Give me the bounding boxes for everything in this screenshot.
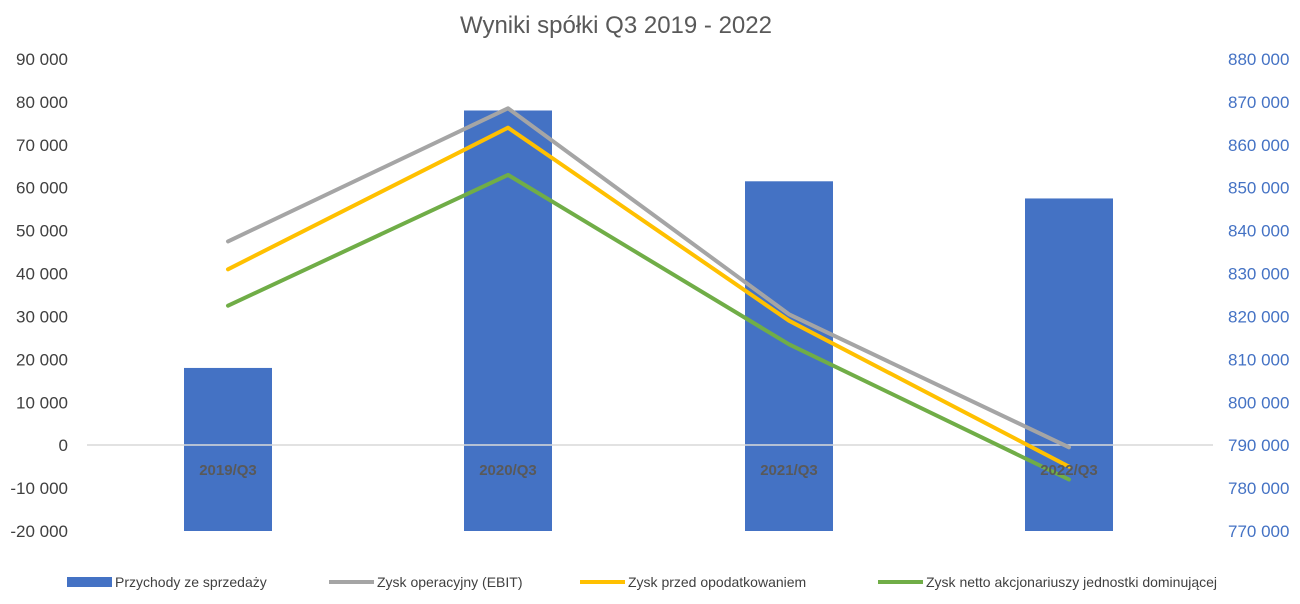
- left-tick-label: 40 000: [16, 265, 68, 284]
- left-tick-label: 60 000: [16, 179, 68, 198]
- bars-group: [184, 110, 1113, 532]
- line-series-2: [226, 125, 1071, 469]
- bar-2019-q3: [184, 367, 272, 531]
- legend-label: Zysk operacyjny (EBIT): [377, 574, 522, 590]
- legend-swatch-bar: [67, 577, 112, 587]
- right-tick-label: 870 000: [1228, 93, 1289, 112]
- left-tick-label: -20 000: [10, 522, 68, 541]
- line-series-3: [226, 172, 1071, 482]
- right-tick-label: 790 000: [1228, 436, 1289, 455]
- right-tick-label: 810 000: [1228, 350, 1289, 369]
- left-tick-label: 20 000: [16, 350, 68, 369]
- left-tick-label: 80 000: [16, 93, 68, 112]
- right-tick-label: 820 000: [1228, 307, 1289, 326]
- right-tick-label: 840 000: [1228, 222, 1289, 241]
- left-tick-label: 90 000: [16, 50, 68, 69]
- legend-label: Zysk przed opodatkowaniem: [628, 574, 806, 590]
- category-label: 2019/Q3: [199, 462, 257, 479]
- right-tick-label: 780 000: [1228, 479, 1289, 498]
- category-label: 2020/Q3: [479, 462, 537, 479]
- legend-label: Przychody ze sprzedaży: [115, 574, 267, 590]
- left-tick-label: 70 000: [16, 136, 68, 155]
- left-tick-label: 0: [59, 436, 68, 455]
- left-tick-label: 10 000: [16, 393, 68, 412]
- category-label: 2022/Q3: [1040, 462, 1098, 479]
- bar-2021-q3: [745, 181, 833, 532]
- left-tick-label: 50 000: [16, 222, 68, 241]
- category-labels: 2019/Q3 2020/Q3 2021/Q3 2022/Q3: [199, 462, 1098, 479]
- legend-label: Zysk netto akcjonariuszy jednostki domin…: [926, 574, 1217, 590]
- right-tick-label: 880 000: [1228, 50, 1289, 69]
- lines-group: [226, 106, 1071, 482]
- left-tick-label: -10 000: [10, 479, 68, 498]
- right-tick-label: 860 000: [1228, 136, 1289, 155]
- right-tick-label: 800 000: [1228, 393, 1289, 412]
- category-label: 2021/Q3: [760, 462, 818, 479]
- line-series-1: [226, 106, 1071, 450]
- left-axis-ticks: 90 000 80 000 70 000 60 000 50 000 40 000 30 0…: [10, 50, 68, 541]
- bar-2022-q3: [1025, 198, 1113, 532]
- bar-2020-q3: [464, 110, 552, 531]
- left-tick-label: 30 000: [16, 307, 68, 326]
- right-tick-label: 830 000: [1228, 265, 1289, 284]
- right-tick-label: 770 000: [1228, 522, 1289, 541]
- chart-title: Wyniki spółki Q3 2019 - 2022: [460, 12, 772, 39]
- right-tick-label: 850 000: [1228, 179, 1289, 198]
- legend: Przychody ze sprzedaży Zysk operacyjny (E…: [67, 574, 1217, 590]
- right-axis-ticks: 880 000 870 000 860 000 850 000 840 000 830 0…: [1228, 50, 1289, 541]
